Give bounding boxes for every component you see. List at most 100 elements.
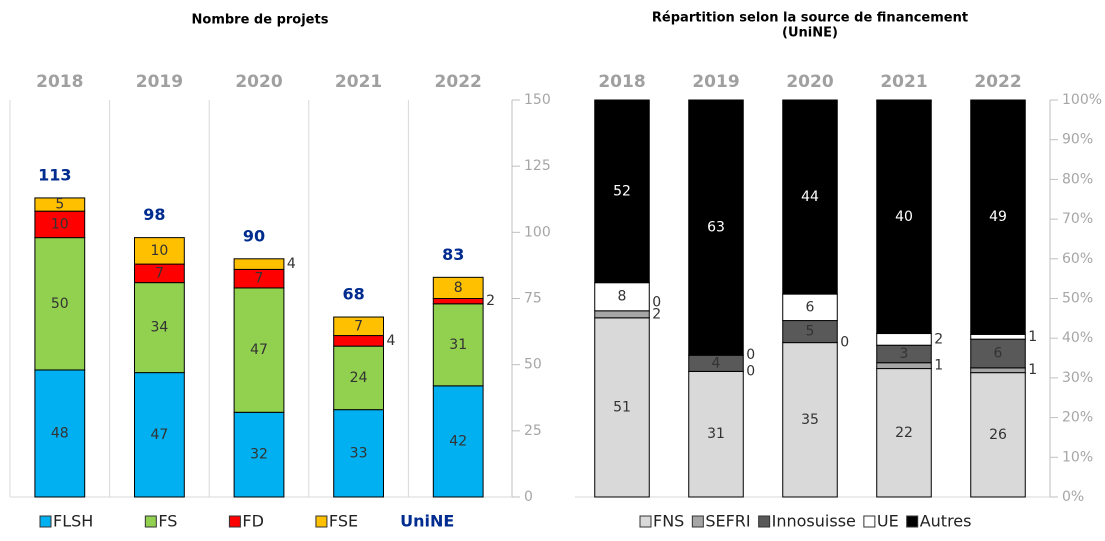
legend-label: FLSH	[53, 512, 93, 531]
y-tick-label: 60%	[1062, 251, 1093, 267]
y-tick-label: 90%	[1062, 132, 1093, 148]
bar-segment	[876, 362, 932, 370]
bar-segment	[876, 333, 932, 346]
legend-swatch	[758, 515, 771, 528]
data-label: 34	[150, 320, 168, 336]
category-label: 2018	[36, 72, 83, 92]
y-tick-label: 40%	[1062, 330, 1093, 346]
legend-swatch	[39, 515, 52, 528]
data-label: 4	[712, 355, 721, 371]
data-label: 40	[895, 209, 913, 225]
total-label: 113	[38, 165, 71, 184]
y-tick-label: 125	[524, 158, 551, 174]
bar-segment	[970, 367, 1026, 374]
chart-title: Nombre de projets	[192, 13, 329, 28]
category-label: 2018	[598, 72, 645, 92]
data-label: 31	[707, 426, 725, 442]
data-label: 4	[287, 256, 296, 272]
legend-swatch	[228, 515, 241, 528]
data-label: 3	[900, 346, 909, 362]
category-label: 2019	[136, 72, 183, 92]
data-label: 0	[746, 347, 755, 363]
data-label: 0	[652, 294, 661, 310]
y-tick-label: 25	[524, 423, 542, 439]
y-tick-label: 80%	[1062, 171, 1093, 187]
y-tick-label: 30%	[1062, 370, 1093, 386]
data-label: 6	[806, 299, 815, 315]
bar-segment	[34, 237, 86, 371]
data-label: 63	[707, 220, 725, 236]
bar-segment	[594, 310, 650, 319]
data-label: 24	[350, 370, 368, 386]
category-label: 2021	[335, 72, 382, 92]
y-tick-label: 10%	[1062, 449, 1093, 465]
data-label: 31	[449, 337, 467, 353]
bar-segment	[333, 345, 385, 411]
bar-segment	[782, 99, 838, 295]
data-label: 1	[1028, 329, 1037, 345]
legend-label: Autres	[920, 512, 972, 531]
bar-segment	[594, 282, 650, 312]
legend-label: FS	[158, 512, 177, 531]
bar-segment	[876, 368, 932, 498]
legend-label: FD	[242, 512, 264, 531]
bar-segment	[970, 372, 1026, 498]
legend-swatch	[906, 515, 919, 528]
y-tick-label: 0%	[1062, 489, 1084, 505]
data-label: 2	[486, 293, 495, 309]
data-label: 7	[255, 271, 264, 287]
bar-segment	[970, 338, 1026, 369]
total-label: 68	[342, 285, 364, 304]
bar-segment	[876, 99, 932, 335]
data-label: 7	[155, 265, 164, 281]
data-label: 35	[801, 412, 819, 428]
legend-label: SEFRI	[705, 512, 750, 531]
y-tick-label: 20%	[1062, 410, 1093, 426]
legend-swatch	[863, 515, 876, 528]
bar-segment	[134, 372, 185, 498]
bar-segment	[594, 99, 650, 284]
data-label: 49	[989, 209, 1007, 225]
legend-label: Innosuisse	[772, 512, 856, 531]
bar-segment	[333, 409, 385, 498]
total-label: 83	[442, 245, 464, 264]
data-label: 47	[250, 342, 268, 358]
data-label: 8	[618, 289, 627, 305]
bar-segment	[333, 316, 385, 337]
data-label: 48	[51, 425, 69, 441]
bar-segment	[134, 237, 185, 265]
data-label: 1	[934, 358, 943, 374]
data-label: 2	[934, 331, 943, 347]
data-label: 8	[454, 280, 463, 296]
bar-segment	[688, 370, 744, 498]
bar-segment	[34, 197, 86, 212]
data-label: 26	[989, 427, 1007, 443]
chart-title: Répartition selon la source de financeme…	[652, 11, 968, 26]
category-label: 2019	[692, 72, 739, 92]
bar-segment	[782, 342, 838, 498]
y-tick-label: 50%	[1062, 291, 1093, 307]
y-tick-label: 0	[524, 489, 533, 505]
legend-swatch	[691, 515, 704, 528]
category-label: 2022	[974, 72, 1021, 92]
bar-segment	[782, 293, 838, 322]
bar-segment	[233, 411, 285, 498]
data-label: 1	[1028, 362, 1037, 378]
data-label: 42	[449, 433, 467, 449]
y-tick-label: 150	[524, 92, 551, 108]
bar-segment	[970, 333, 1026, 340]
data-label: 32	[250, 447, 268, 463]
legend-swatch	[315, 515, 328, 528]
legend-label: FSE	[329, 512, 358, 531]
y-tick-label: 75	[524, 291, 542, 307]
data-label: 4	[387, 333, 396, 349]
legend-label: UniNE	[400, 512, 454, 531]
data-label: 47	[150, 427, 168, 443]
total-label: 98	[143, 205, 165, 224]
bar-segment	[432, 298, 484, 305]
bar-segment	[432, 276, 484, 299]
category-label: 2021	[880, 72, 927, 92]
bar-segment	[432, 303, 484, 387]
data-label: 33	[350, 445, 368, 461]
legend-label: FNS	[653, 512, 684, 531]
